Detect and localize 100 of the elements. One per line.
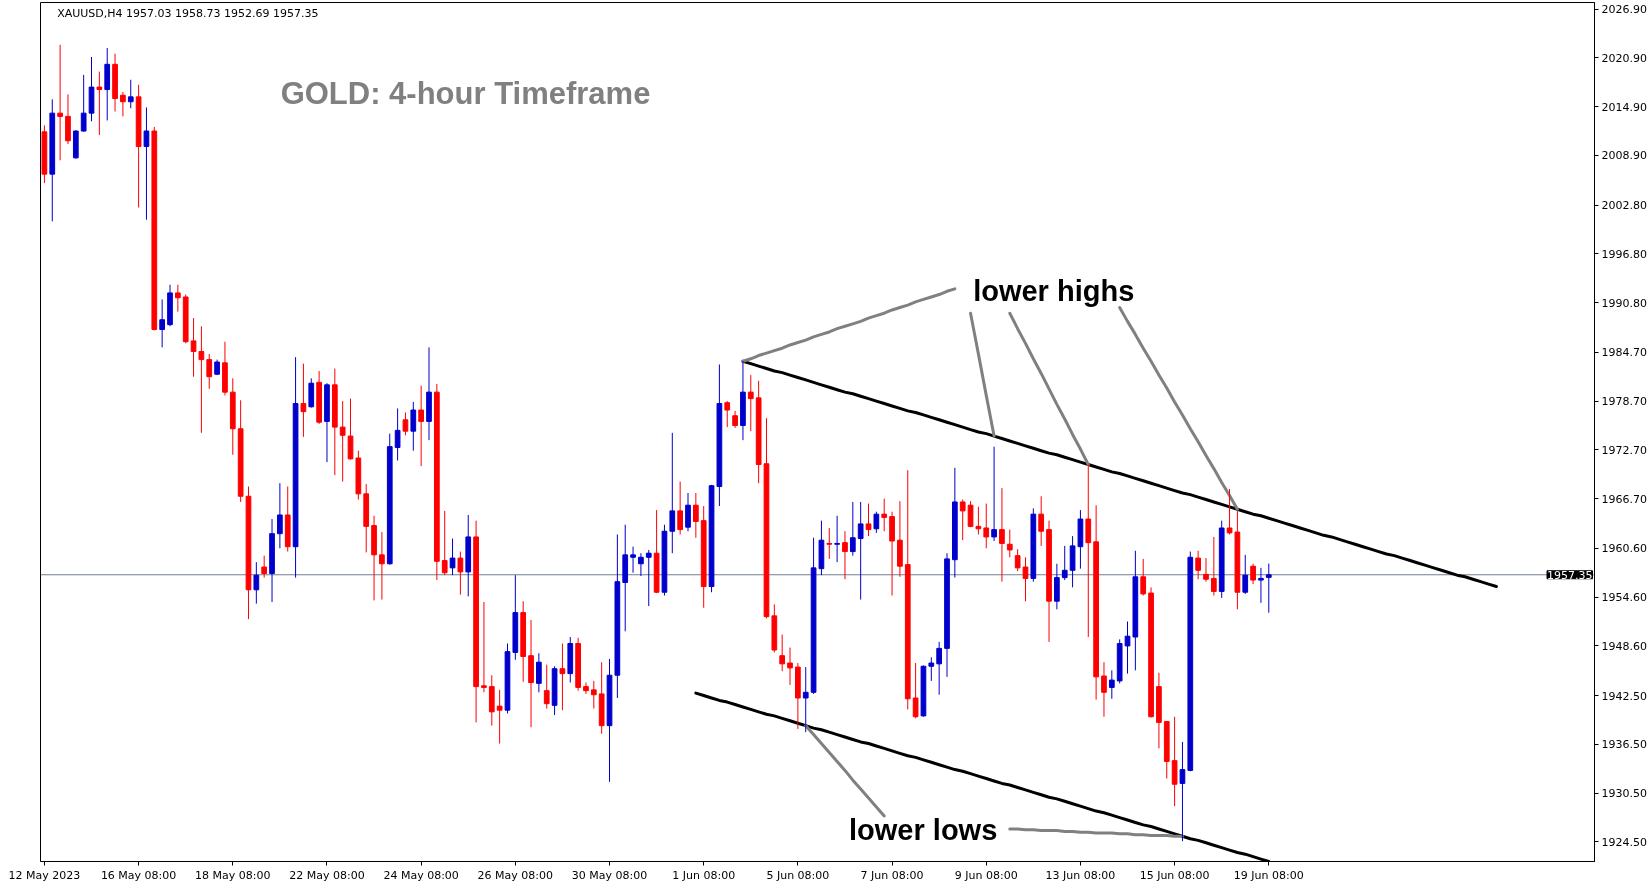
candlestick: [999, 487, 1005, 583]
candlestick: [834, 515, 840, 563]
candlestick: [206, 353, 213, 390]
candlestick: [143, 106, 150, 221]
x-tick-label: 26 May 08:00: [477, 868, 554, 882]
candlestick: [1101, 661, 1107, 718]
x-tick-label: 24 May 08:00: [383, 868, 459, 882]
candlestick: [630, 546, 636, 574]
y-tick-label: 1936.50: [1601, 738, 1647, 752]
y-tick-label: 1954.60: [1601, 591, 1647, 605]
candlestick: [457, 551, 464, 596]
candlestick: [1038, 495, 1045, 547]
candlestick: [536, 652, 542, 693]
y-tick-label: 2002.80: [1601, 199, 1647, 213]
candlestick: [692, 492, 699, 539]
candlestick: [543, 664, 550, 710]
y-tick-label: 1924.50: [1601, 835, 1647, 849]
y-tick-label: 1966.70: [1601, 492, 1647, 506]
candlestick: [677, 481, 684, 535]
candlestick: [174, 284, 181, 313]
candlestick: [991, 446, 997, 542]
x-tick-label: 15 Jun 08:00: [1139, 868, 1210, 882]
candlestick: [590, 680, 597, 710]
candlestick: [849, 501, 856, 557]
annotation: lower highs: [973, 275, 1135, 308]
y-tick-label: 2014.90: [1601, 100, 1647, 114]
candlestick: [645, 549, 652, 607]
candlestick: [1258, 567, 1264, 604]
candlestick: [120, 91, 126, 117]
candlestick: [583, 682, 589, 695]
candlestick: [410, 401, 417, 452]
candlestick: [857, 501, 864, 601]
y-tick-label: 1948.60: [1601, 639, 1647, 653]
candlestick: [1242, 554, 1249, 595]
candlestick: [881, 498, 888, 532]
x-tick-label: 1 Jun 08:00: [672, 868, 736, 882]
candlestick: [1061, 545, 1068, 581]
candlestick: [379, 531, 385, 601]
candlestick: [724, 400, 731, 428]
candlestick: [1054, 563, 1060, 610]
x-tick-label: 5 Jun 08:00: [766, 868, 830, 882]
candlestick: [787, 647, 793, 686]
candlestick: [308, 377, 315, 409]
candlestick: [300, 363, 307, 438]
candlestick: [159, 298, 166, 348]
y-tick-label: 1972.70: [1601, 443, 1647, 457]
candlestick: [669, 432, 676, 554]
candlestick: [1140, 558, 1147, 596]
candlestick: [449, 538, 456, 576]
y-tick-label: 1990.80: [1601, 296, 1647, 310]
x-tick-label: 13 Jun 08:00: [1045, 868, 1116, 882]
y-tick-label: 2008.90: [1601, 149, 1647, 163]
candlestick: [967, 500, 974, 528]
candlestick: [959, 499, 966, 541]
candlestick: [394, 407, 401, 461]
candlestick: [1108, 669, 1115, 700]
candlestick: [127, 79, 134, 109]
candlestick: [983, 503, 990, 549]
candlestick: [96, 71, 103, 136]
candlestick: [747, 374, 754, 432]
candlestick: [1203, 557, 1209, 583]
x-tick-label: 16 May 08:00: [100, 868, 177, 882]
candlestick: [1171, 716, 1178, 807]
y-tick-label: 1960.60: [1601, 542, 1647, 556]
candlestick: [418, 385, 425, 467]
candlestick: [802, 666, 809, 733]
x-tick-label: 30 May 08:00: [571, 868, 648, 882]
candlestick: [496, 689, 503, 745]
candlestick: [481, 601, 487, 693]
x-tick-label: 12 May 2023: [8, 868, 81, 882]
y-tick-label: 2020.90: [1601, 51, 1647, 65]
candlestick: [1195, 550, 1202, 580]
y-tick-label: 2026.90: [1601, 3, 1647, 17]
candlestick: [638, 552, 644, 577]
x-tick-label: 19 Jun 08:00: [1233, 868, 1304, 882]
candlestick: [1006, 529, 1013, 558]
y-tick-label: 1996.80: [1601, 247, 1647, 261]
annotation: lower lows: [849, 813, 998, 846]
y-tick-label: 1978.70: [1601, 395, 1647, 409]
y-tick-label: 1930.50: [1601, 787, 1647, 801]
candlestick: [1179, 741, 1186, 842]
candlestick: [865, 503, 872, 537]
line-series: [741, 359, 1498, 589]
candlestick: [873, 511, 880, 534]
candlestick: [826, 527, 833, 560]
candlestick: [402, 411, 409, 436]
candlestick: [975, 506, 982, 535]
y-tick-label: 1942.50: [1601, 689, 1647, 703]
x-tick-label: 18 May 08:00: [195, 868, 271, 882]
candlestick: [253, 561, 260, 605]
candlestick: [1210, 536, 1217, 596]
candlestick: [779, 634, 786, 672]
x-tick-label: 7 Jun 08:00: [860, 868, 924, 882]
x-tick-label: 9 Jun 08:00: [954, 868, 1018, 882]
candlestick: [277, 482, 283, 549]
candlestick: [261, 555, 268, 579]
candlestick: [936, 641, 943, 696]
chart-subtitle: XAUUSD,H4 1957.03 1958.73 1952.69 1957.35: [57, 6, 319, 20]
candlestick: [441, 510, 448, 576]
candlestick: [685, 492, 691, 532]
